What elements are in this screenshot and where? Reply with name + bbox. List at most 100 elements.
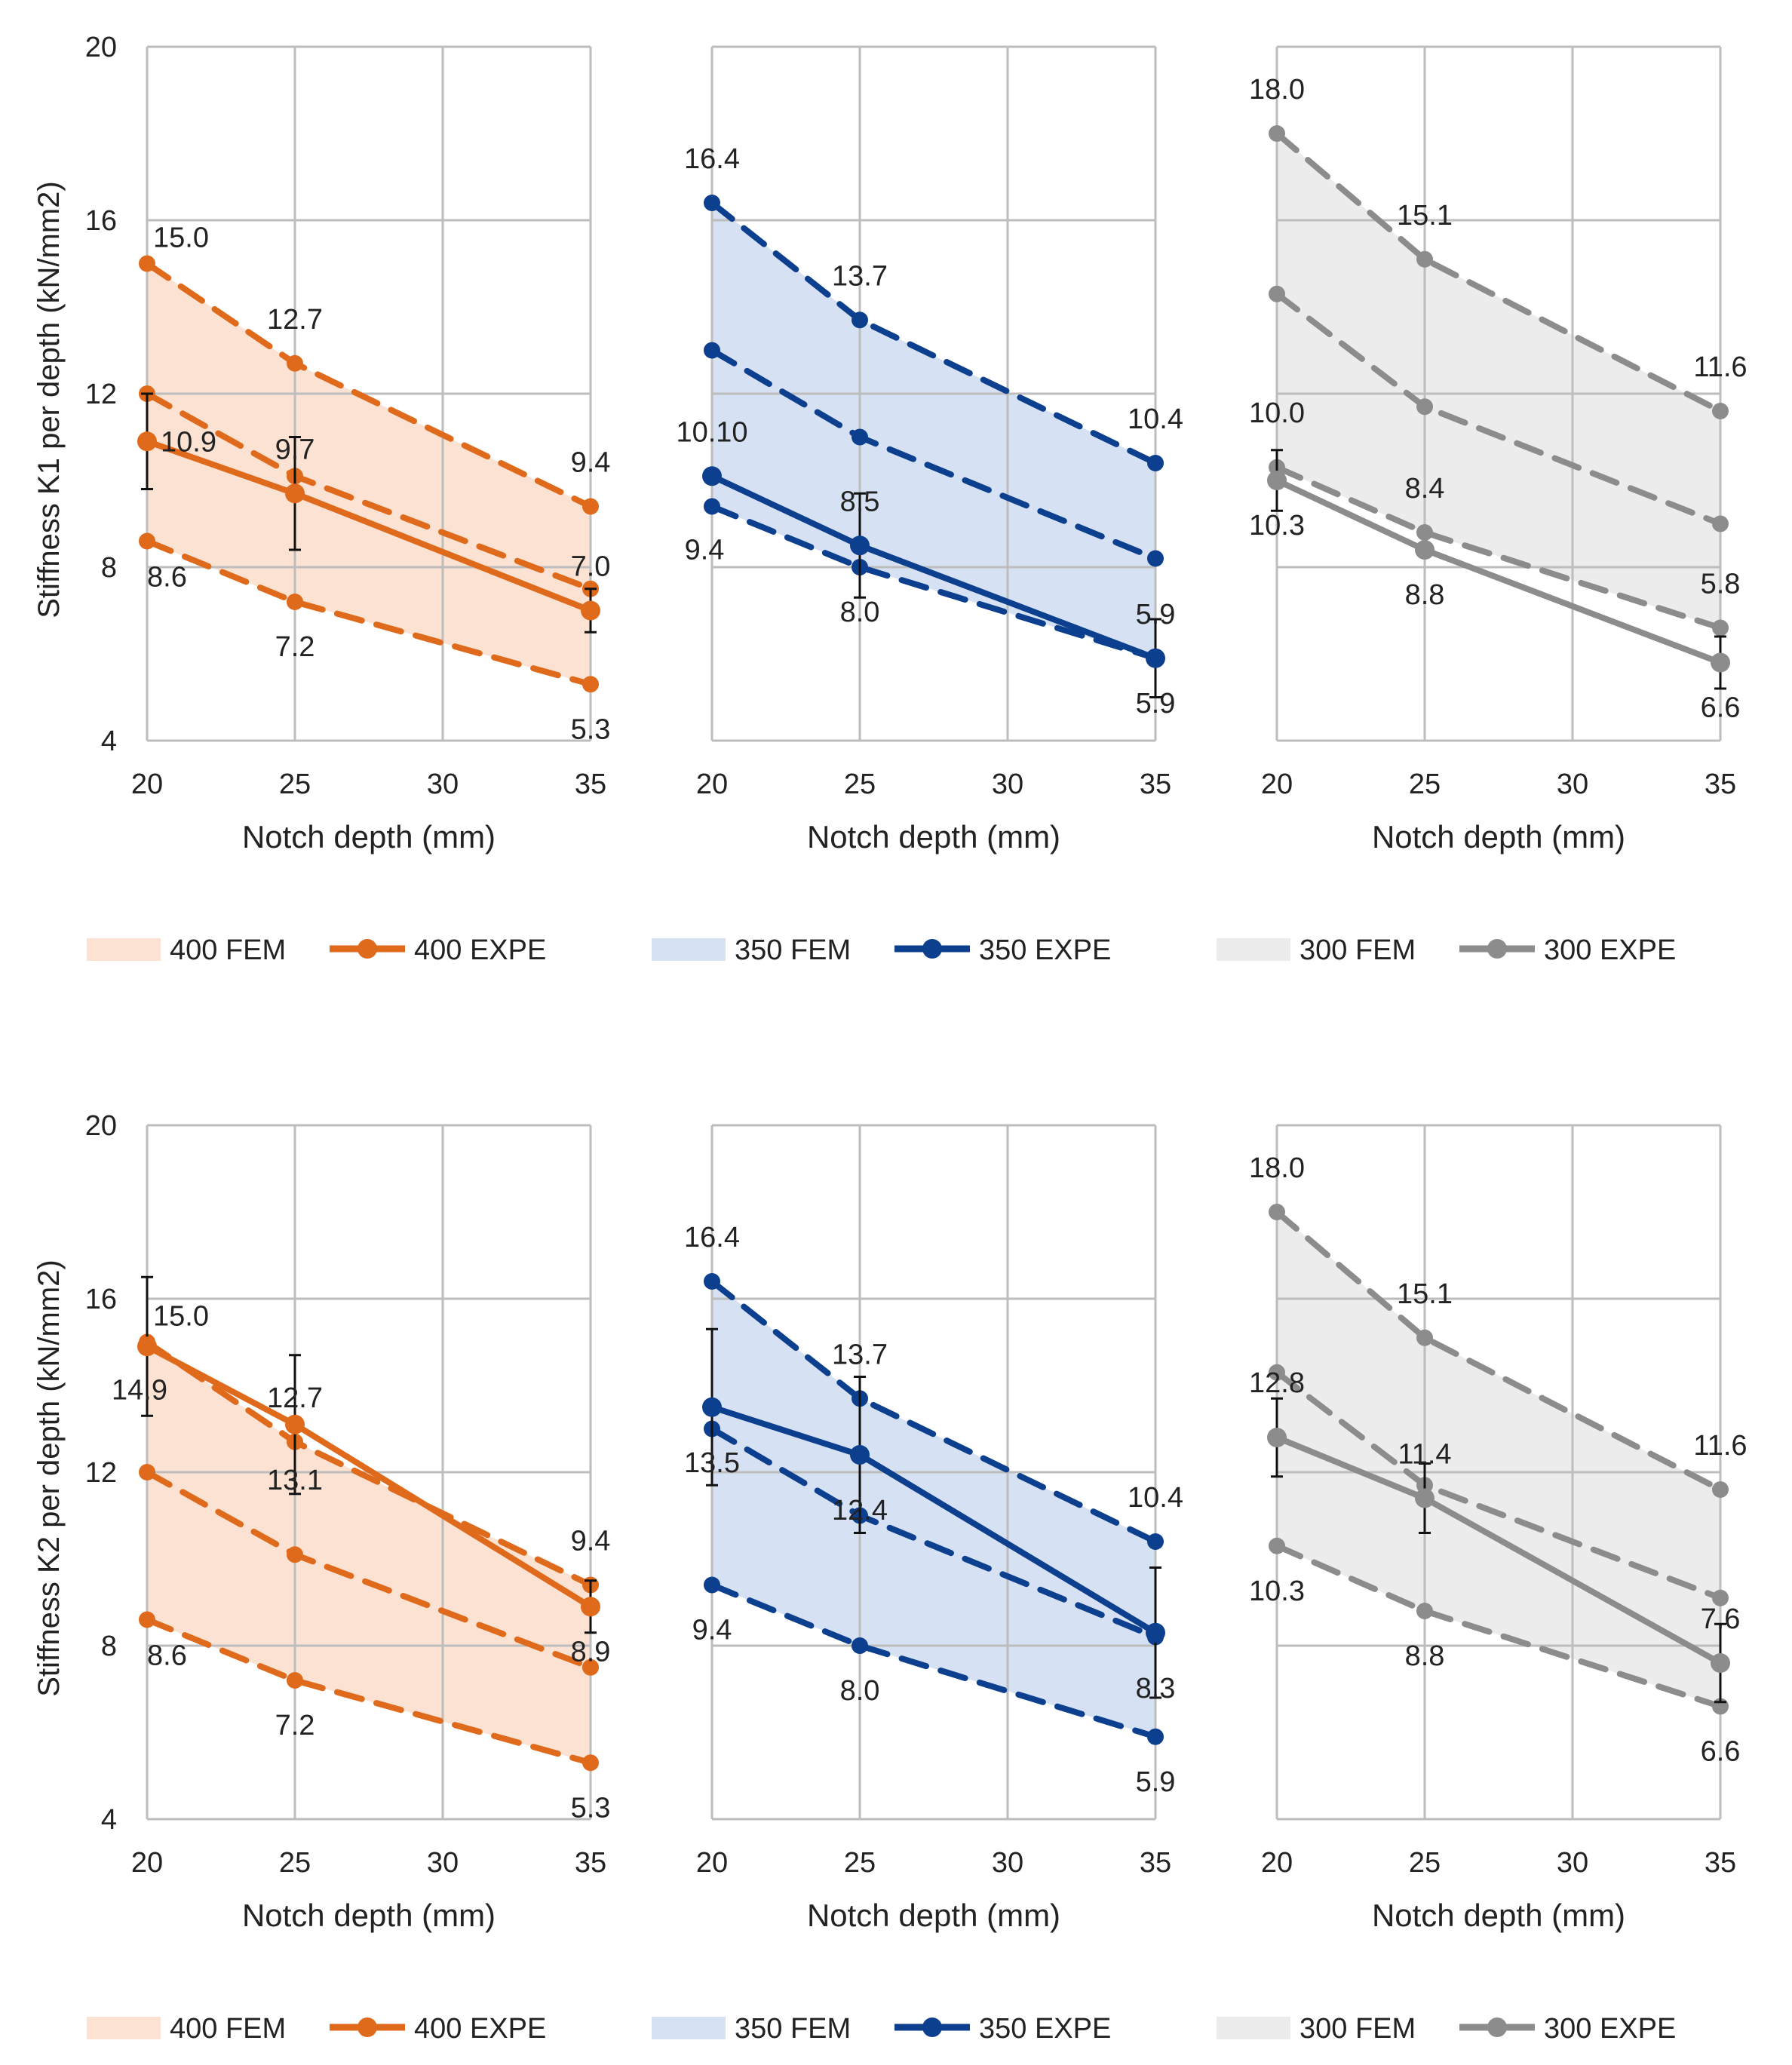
chart-k2-400-ytick-3: 16	[85, 1284, 117, 1315]
chart-k2-350-xtick-1: 25	[844, 1847, 876, 1879]
chart-k2-350-fem-point-2-1	[852, 1637, 868, 1654]
chart-k1-350-fem-line-2	[709, 503, 1158, 661]
chart-k2-350-fem-point-2-0	[704, 1576, 720, 1594]
chart-k1-300-expe-point-0	[1267, 471, 1287, 490]
chart-k2-350-legend-expe-marker	[922, 2017, 942, 2037]
chart-k1-350-xtick-1: 25	[844, 769, 876, 800]
chart-k1-400-ytick-3: 16	[85, 205, 117, 237]
chart-k2-300-data-label-6: 10.3	[1249, 1576, 1305, 1607]
chart-k2-400-ytick-0: 4	[101, 1804, 117, 1836]
chart-k2-300-data-label-1: 15.1	[1397, 1278, 1453, 1310]
chart-k1-300-fem-point-1-1	[1416, 398, 1433, 416]
chart-k1-300-legend-fem-label: 300 FEM	[1300, 934, 1416, 966]
chart-k2-400-expe-point-1	[285, 1414, 305, 1434]
chart-k2-350-data-label-2: 10.4	[1128, 1482, 1183, 1514]
chart-k2-400-xtick-2: 30	[427, 1847, 459, 1879]
chart-k1-400-legend-fem-swatch	[87, 938, 161, 961]
chart-k1-400-fem-point-0-2	[582, 498, 599, 515]
chart-k2-300-fem-line-0	[1274, 1209, 1723, 1493]
chart-k2-350: 20 25 30 35 Notch depth (mm) 16.4 13.7 10.4 13.5…	[652, 1124, 1183, 2045]
chart-k1-350-fem-point-1-0	[704, 342, 720, 359]
chart-k2-300-legend-fem-swatch	[1217, 2017, 1290, 2039]
chart-k2-350-expe-point-3	[1146, 1622, 1165, 1643]
chart-k2-350-x-axis-label: Notch depth (mm)	[807, 1898, 1060, 1933]
chart-k1-300-legend-expe-marker	[1487, 939, 1507, 959]
chart-k1-350-data-label-2: 10.4	[1128, 403, 1183, 435]
chart-k2-300-xtick-3: 35	[1705, 1847, 1736, 1879]
chart-k1-300-fem-point-2-2	[1712, 619, 1729, 637]
chart-k1-400-ytick-0: 4	[101, 726, 117, 757]
chart-k1-400-fem-point-0-1	[287, 354, 303, 372]
chart-k2-350-data-label-4: 12.4	[832, 1495, 888, 1527]
chart-k1-400-ytick-2: 12	[85, 379, 117, 410]
chart-k2-300-legend-fem-label: 300 FEM	[1300, 2013, 1416, 2045]
chart-k2-300-data-label-3: 12.8	[1249, 1367, 1305, 1399]
chart-k2-300-fem-point-1-2	[1712, 1589, 1729, 1606]
chart-k2-300: 20 25 30 35 Notch depth (mm) 18.0 15.1 11.6 12.8…	[1217, 1124, 1748, 2045]
chart-k2-300-data-label-8: 6.6	[1701, 1736, 1741, 1768]
chart-k2-350-fem-point-0-0	[704, 1273, 720, 1290]
chart-k1-400-xtick-2: 30	[427, 769, 459, 800]
chart-k2-300-fem-point-2-1	[1416, 1603, 1433, 1619]
chart-k2-300-xtick-0: 20	[1261, 1847, 1293, 1879]
chart-k2-400-legend-expe-label: 400 EXPE	[414, 2013, 546, 2045]
chart-k1-350-xtick-2: 30	[992, 769, 1023, 800]
chart-k1-300-data-label-2: 11.6	[1693, 351, 1747, 383]
chart-k2-400-fem-band	[147, 1342, 591, 1763]
chart-k1-300-data-label-1: 15.1	[1397, 200, 1453, 232]
chart-k2-400-data-label-1: 12.7	[267, 1382, 323, 1414]
chart-k2-350-data-label-5: 8.3	[1136, 1673, 1176, 1704]
chart-k1-350-fem-point-1-1	[852, 428, 868, 446]
chart-k1-300-data-label-6: 10.3	[1249, 510, 1305, 542]
chart-k2-400-xtick-1: 25	[279, 1847, 311, 1879]
chart-k1-300-fem-band	[1277, 133, 1720, 628]
chart-k1-300-xtick-3: 35	[1705, 769, 1736, 800]
chart-k1-300-legend-fem-swatch	[1217, 938, 1290, 961]
chart-k1-300-data-label-0: 18.0	[1249, 74, 1305, 106]
chart-k1-400-legend-expe-label: 400 EXPE	[414, 934, 546, 966]
chart-k2-350-expe-point-1	[850, 1445, 870, 1465]
chart-k2-400-data-label-2: 9.4	[571, 1526, 611, 1557]
chart-k1-350-fem-band	[712, 203, 1155, 658]
chart-k2-350-legend-fem-label: 350 FEM	[735, 2013, 851, 2045]
chart-k2-350-data-label-0: 16.4	[684, 1222, 740, 1253]
chart-k1-400-expe-point-3	[581, 600, 600, 621]
chart-k1-300-data-label-4: 8.4	[1405, 473, 1445, 505]
chart-k1-300-fem-point-0-2	[1712, 403, 1729, 419]
chart-k2-400-ytick-1: 8	[101, 1631, 117, 1662]
chart-k2-400: 20 25 30 35 4 8 12 16 20 Notch depth (mm) 15.0 12.7…	[85, 1110, 611, 2045]
chart-k2-400-fem-line-2	[144, 1616, 594, 1766]
chart-k1-300-legend-expe-label: 300 EXPE	[1544, 934, 1676, 966]
chart-k1-300-fem-point-0-1	[1416, 250, 1433, 268]
chart-k1-400-expe-point-0	[137, 431, 157, 452]
chart-k2-400-fem-point-2-1	[287, 1672, 303, 1689]
chart-k2-400-fem-point-1-1	[287, 1546, 303, 1563]
chart-k1-400-fem-point-2-1	[287, 594, 303, 610]
chart-k1-300: 20 25 30 35 Notch depth (mm) 18.0 15.1 11.6 10.0…	[1217, 45, 1748, 966]
chart-k2-350-legend-fem-swatch	[652, 2017, 726, 2039]
chart-k1-350-legend-fem-label: 350 FEM	[735, 934, 851, 966]
chart-k1-400-fem-point-2-0	[139, 532, 155, 550]
chart-k2-350-data-label-7: 8.0	[840, 1675, 880, 1707]
chart-k1-400-data-label-4: 9.7	[275, 434, 315, 465]
chart-k2-300-fem-point-0-0	[1269, 1204, 1285, 1220]
chart-k2-300-expe-point-3	[1711, 1653, 1730, 1673]
chart-k2-300-xtick-2: 30	[1557, 1847, 1588, 1879]
chart-k2-400-data-label-5: 8.9	[571, 1636, 611, 1668]
chart-k2-350-data-label-3: 13.5	[684, 1447, 740, 1479]
chart-k2-400-data-label-4: 13.1	[267, 1465, 323, 1496]
chart-k1-400-fem-line-2	[144, 538, 594, 688]
chart-k1-350-data-label-3: 10.10	[676, 416, 747, 448]
chart-k1-350-fem-point-0-2	[1147, 455, 1164, 471]
chart-k1-350-data-label-6: 9.4	[685, 535, 725, 566]
chart-k1-400-data-label-8: 5.3	[571, 713, 611, 745]
chart-k1-350-data-label-8: 5.9	[1136, 688, 1176, 720]
chart-k1-350-fem-point-0-0	[704, 195, 720, 211]
chart-k1-350-data-label-5: 5.9	[1136, 599, 1176, 631]
chart-k2-400-legend-expe-marker	[357, 2017, 377, 2037]
chart-k2-300-expe-point-0	[1267, 1428, 1287, 1447]
chart-k2-400-ytick-2: 12	[85, 1457, 117, 1489]
row2-y-axis-label: Stiffness K2 per depth (kN/mm2)	[32, 1260, 66, 1697]
chart-k1-350-data-label-7: 8.0	[840, 597, 880, 628]
